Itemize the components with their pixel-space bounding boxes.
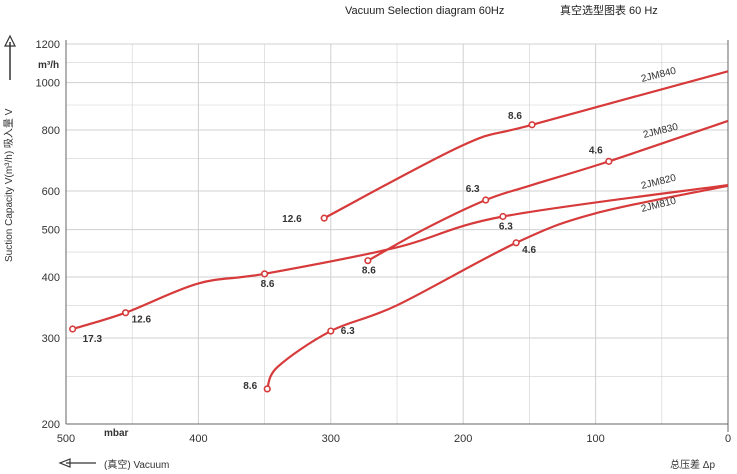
x-tick-labels: 500 400 300 200 100 0	[57, 433, 731, 445]
data-point	[512, 239, 520, 247]
data-point-label: 4.6	[522, 245, 536, 256]
data-point-label: 6.3	[466, 184, 480, 195]
x-arrow-left-icon	[58, 458, 96, 468]
series-line-2jm830	[367, 119, 729, 262]
data-point-label: 12.6	[282, 214, 302, 225]
y-tick-label: 500	[42, 225, 60, 237]
y-tick-label: 1200	[36, 39, 60, 51]
y-tick-labels: 200 300 400 500 600 800 1000 1200	[36, 39, 60, 431]
data-point	[327, 327, 335, 335]
chart-title-en: Vacuum Selection diagram 60Hz	[345, 5, 504, 17]
data-point	[69, 325, 77, 333]
data-point	[261, 270, 269, 278]
data-point-label: 6.3	[341, 326, 355, 337]
series-line-2jm810	[266, 184, 729, 390]
data-point	[482, 196, 490, 204]
data-point	[263, 385, 271, 393]
series-curves	[72, 70, 729, 390]
data-point-label: 4.6	[589, 145, 603, 156]
axes	[65, 40, 729, 432]
data-point-label: 17.3	[83, 334, 103, 345]
data-point	[499, 212, 507, 221]
y-tick-label: 600	[42, 186, 60, 198]
x-tick-label: 300	[322, 433, 340, 445]
x-tick-label: 200	[454, 433, 472, 445]
y-tick-label: 300	[42, 333, 60, 345]
y-tick-label: 400	[42, 272, 60, 284]
data-point	[121, 309, 130, 317]
data-point-label: 6.3	[499, 222, 513, 233]
data-point	[320, 214, 328, 222]
x-tick-label: 0	[725, 433, 731, 445]
data-point-label: 8.6	[362, 266, 376, 277]
y-axis-label: Suction Capacity V(m³/h) 吸入量 V	[3, 108, 15, 262]
x-axis-label-pressure-difference: 总压差 Δp	[670, 458, 715, 471]
y-tick-label: 200	[42, 419, 60, 431]
series-markers: 12.6 8.6 8.6 6.3 4.6 17.3 12.6 8.6 6.3 8.6 6.3 4.6	[69, 111, 613, 393]
data-point	[605, 157, 613, 165]
series-line-2jm840	[323, 70, 729, 220]
x-tick-label: 100	[586, 433, 604, 445]
y-unit-label: m³/h	[38, 60, 59, 71]
data-point-label: 8.6	[243, 381, 257, 392]
y-arrow-icon	[4, 34, 16, 80]
series-label-2jm820: 2JM820	[640, 173, 678, 192]
data-point-label: 8.6	[261, 279, 275, 290]
x-unit-label: mbar	[104, 428, 129, 439]
series-line-2jm820	[72, 183, 729, 331]
y-tick-label: 1000	[36, 78, 60, 90]
grid-lines	[65, 43, 729, 425]
data-point	[364, 257, 372, 265]
data-point-label: 12.6	[132, 315, 152, 326]
x-axis-label-vacuum: (真空) Vacuum	[104, 458, 169, 471]
chart-title-cn: 真空选型图表 60 Hz	[560, 3, 658, 17]
series-label-2jm840: 2JM840	[640, 66, 678, 85]
data-point-label: 8.6	[508, 111, 522, 122]
series-label-2jm830: 2JM830	[642, 122, 680, 141]
x-tick-label: 400	[189, 433, 207, 445]
y-tick-label: 800	[42, 125, 60, 137]
data-point	[528, 121, 536, 129]
x-tick-label: 500	[57, 433, 75, 445]
